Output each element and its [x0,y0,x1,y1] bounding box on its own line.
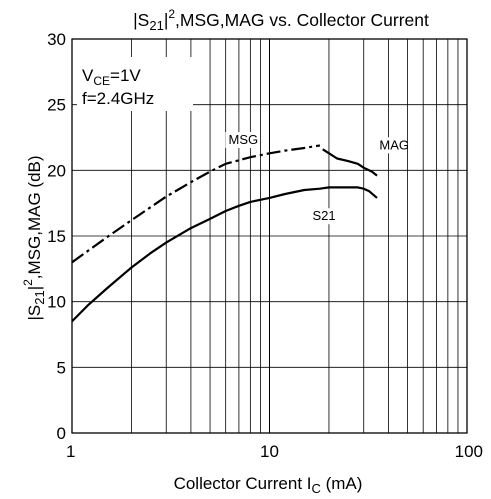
annotation-mag: MAG [379,137,409,152]
annotation-s21: S21 [312,208,335,223]
annotation-bg [309,208,341,225]
tick-labels: 0 5 10 15 20 25 30 1 10 100 [47,30,483,461]
y-tick-label: 20 [47,161,66,180]
plot-frame [71,38,468,434]
y-tick-label: 0 [57,424,66,443]
x-tick-label: 10 [260,442,279,461]
grid [71,38,468,434]
series-msg-line [71,144,321,264]
y-tick-label: 5 [57,358,66,377]
annotation-bg [225,132,257,149]
vce-condition: VCE=1V [82,66,141,88]
y-tick-label: 10 [47,293,66,312]
x-tick-label: 1 [66,442,75,461]
series-s21-line [71,186,378,323]
annotation-msg: MSG [228,132,258,147]
chart-title: |S21|2,MSG,MAG vs. Collector Current [133,7,429,33]
curve-annotations: MSG MAG S21 [225,132,409,225]
frequency-condition: f=2.4GHz [82,89,154,108]
x-tick-label: 100 [455,442,483,461]
y-axis-label: |S21|2,MSG,MAG (dB) [21,155,47,320]
y-tick-label: 30 [47,30,66,49]
y-tick-label: 15 [47,227,66,246]
annotation-bg [376,137,407,154]
x-axis-label: Collector Current IC (mA) [174,474,363,496]
conditions-box [77,57,193,111]
series-mag-line [322,148,378,177]
y-tick-label: 25 [47,96,66,115]
curves [71,144,378,323]
